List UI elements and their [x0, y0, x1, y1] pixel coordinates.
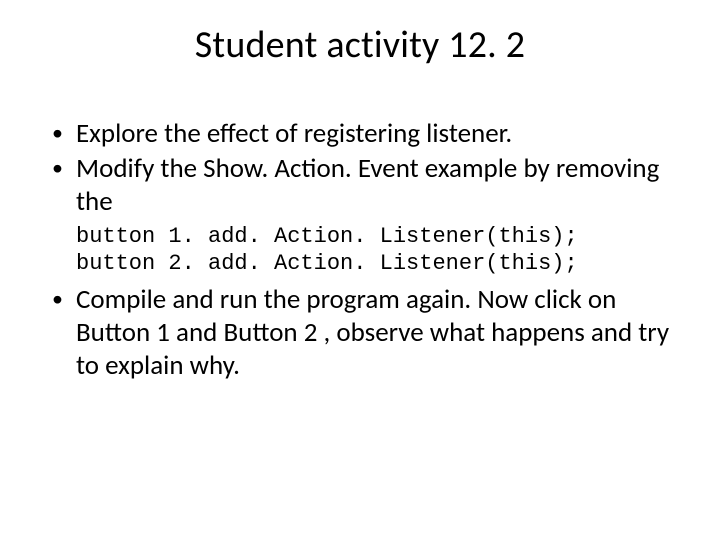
code-line: button 2. add. Action. Listener(this);: [76, 251, 578, 276]
slide: Student activity 12. 2 Explore the effec…: [0, 0, 720, 540]
bullet-item: Explore the effect of registering listen…: [50, 118, 670, 151]
bullet-item: Modify the Show. Action. Event example b…: [50, 153, 670, 219]
bullet-text: Explore the effect of registering listen…: [76, 117, 512, 150]
bullet-list: Compile and run the program again. Now c…: [50, 284, 670, 383]
bullet-item: Compile and run the program again. Now c…: [50, 284, 670, 383]
code-block: button 1. add. Action. Listener(this); b…: [76, 223, 670, 278]
slide-title: Student activity 12. 2: [50, 22, 670, 68]
code-line: button 1. add. Action. Listener(this);: [76, 224, 578, 249]
bullet-text: Modify the Show. Action. Event example b…: [76, 152, 659, 218]
bullet-text: Compile and run the program again. Now c…: [76, 283, 669, 382]
bullet-list: Explore the effect of registering listen…: [50, 118, 670, 219]
